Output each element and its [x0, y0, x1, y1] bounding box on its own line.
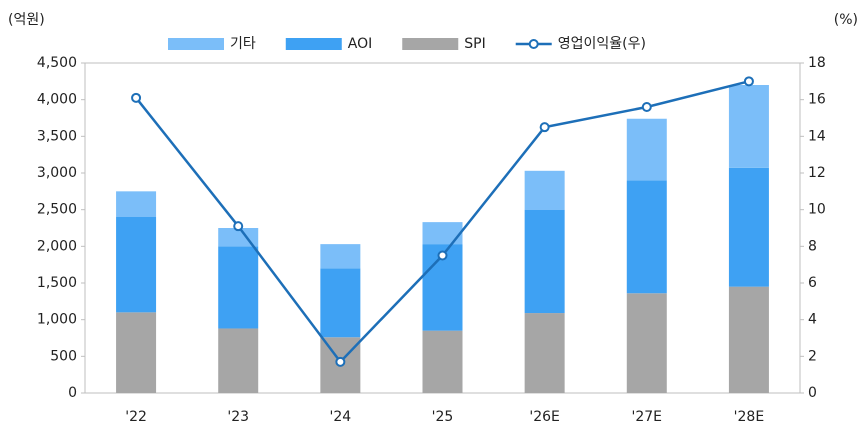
y-tick-label: 3,500 — [37, 128, 77, 144]
bar-segment — [524, 209, 565, 314]
x-tick-label: '22 — [125, 409, 147, 425]
x-tick-label: '23 — [227, 409, 249, 425]
bar-segment — [524, 313, 565, 393]
y2-tick-label: 4 — [808, 312, 817, 328]
y2-tick-label: 6 — [808, 275, 817, 291]
legend-swatch — [285, 38, 342, 50]
legend-label: SPI — [464, 36, 485, 52]
line-marker — [437, 250, 448, 261]
y2-tick-label: 0 — [808, 385, 817, 401]
bar-segment — [728, 85, 769, 168]
line-marker — [539, 122, 550, 133]
y2-tick-label: 2 — [808, 348, 817, 364]
line-marker — [641, 102, 652, 112]
y2-tick-label: 18 — [808, 55, 826, 71]
y-tick-label: 2,500 — [37, 202, 77, 218]
y2-tick-label: 8 — [808, 238, 817, 254]
y2-axis-label: (%) — [834, 12, 858, 28]
y-axis-label: (억원) — [8, 12, 45, 28]
bar-segment — [626, 293, 667, 393]
y-tick-label: 4,000 — [37, 92, 77, 108]
y2-tick-label: 16 — [808, 92, 826, 108]
bar-segment — [116, 312, 157, 393]
bar-segment — [422, 222, 463, 245]
y2-tick-label: 12 — [808, 165, 826, 181]
y-tick-label: 0 — [68, 385, 77, 401]
legend-marker — [528, 39, 539, 49]
y-tick-label: 1,500 — [37, 275, 77, 291]
legend-swatch — [402, 38, 459, 50]
y-tick-label: 1,000 — [37, 312, 77, 328]
bar-segment — [116, 191, 157, 217]
x-tick-label: '26E — [529, 409, 560, 425]
bar-segment — [422, 330, 463, 393]
y-tick-label: 4,500 — [37, 55, 77, 71]
legend-label: 기타 — [230, 36, 256, 52]
y-tick-label: 500 — [50, 348, 77, 364]
y2-tick-label: 14 — [808, 128, 826, 144]
bar-segment — [320, 244, 361, 269]
bar-segment — [116, 217, 157, 313]
line-marker — [335, 356, 346, 367]
bar-segment — [728, 286, 769, 393]
line-marker — [233, 221, 244, 232]
x-tick-label: '28E — [734, 409, 765, 425]
x-tick-label: '24 — [330, 409, 352, 425]
bar-segment — [524, 170, 565, 210]
y2-tick-label: 10 — [808, 202, 826, 218]
bar-segment — [218, 328, 259, 393]
bar-segment — [626, 118, 667, 181]
y-tick-label: 2,000 — [37, 238, 77, 254]
x-tick-label: '25 — [432, 409, 454, 425]
legend-swatch — [168, 38, 224, 50]
bar-segment — [626, 180, 667, 294]
y-tick-label: 3,000 — [37, 165, 77, 181]
legend-label: AOI — [348, 36, 372, 52]
legend-label: 영업이익율(우) — [558, 36, 646, 52]
bar-segment — [218, 246, 259, 329]
bar-segment — [320, 268, 361, 338]
line-marker — [743, 76, 754, 87]
x-tick-label: '27E — [632, 409, 663, 425]
line-marker — [131, 92, 142, 103]
bar-segment — [728, 167, 769, 287]
bar-segment — [218, 228, 259, 247]
